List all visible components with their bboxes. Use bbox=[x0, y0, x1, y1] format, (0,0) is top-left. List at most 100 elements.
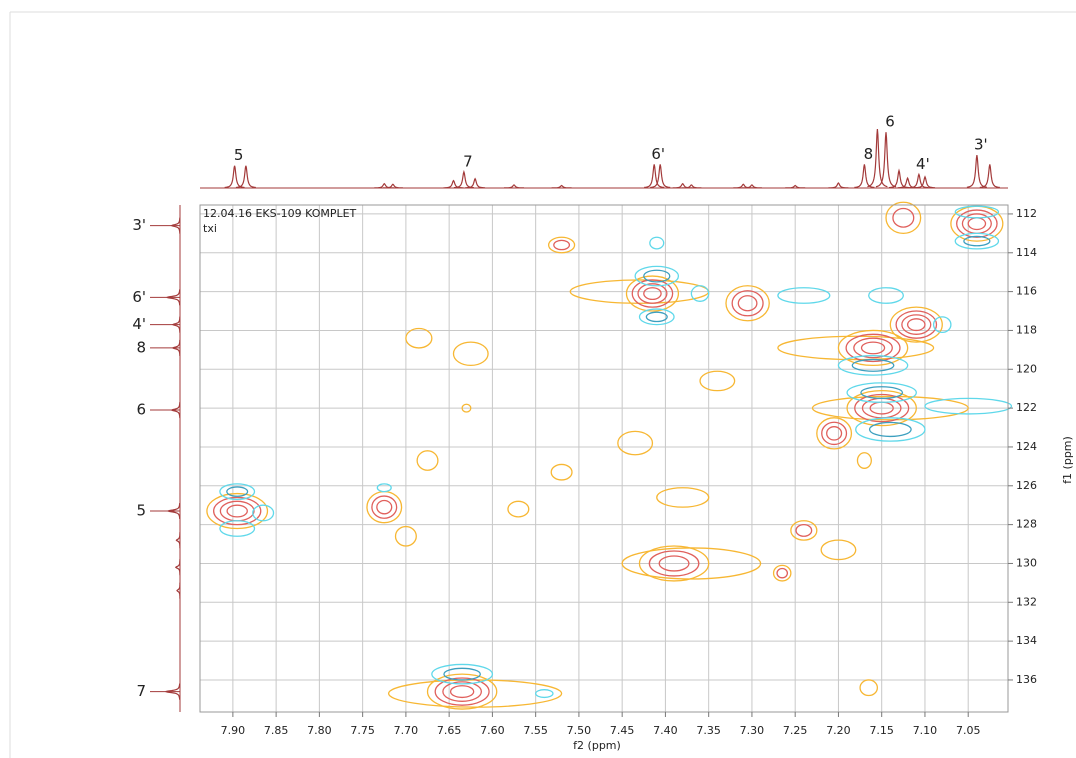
positive-contour bbox=[371, 495, 398, 519]
x-tick-label: 7.30 bbox=[740, 724, 765, 737]
negative-contour bbox=[226, 486, 249, 497]
projection-peak bbox=[908, 172, 929, 189]
positive-contour bbox=[790, 520, 818, 541]
positive-contour bbox=[856, 452, 872, 469]
negative-contour bbox=[855, 417, 926, 442]
projection-peak bbox=[741, 184, 762, 189]
negative-contour bbox=[860, 386, 904, 400]
negative-contour bbox=[851, 358, 895, 372]
projection-peak bbox=[504, 184, 524, 189]
negative-contour bbox=[777, 287, 831, 304]
y-tick-label: 136 bbox=[1016, 673, 1037, 686]
positive-contour bbox=[901, 314, 932, 335]
positive-contour bbox=[212, 496, 262, 526]
projection-peak bbox=[176, 582, 181, 599]
positive-contour bbox=[658, 555, 690, 572]
y-tick-label: 130 bbox=[1016, 556, 1037, 569]
x-tick-label: 7.50 bbox=[567, 724, 592, 737]
positive-contour bbox=[837, 329, 909, 367]
positive-contour bbox=[811, 395, 969, 421]
positive-contour bbox=[461, 403, 472, 413]
positive-contour bbox=[449, 685, 475, 699]
positive-contour bbox=[206, 492, 269, 530]
y-tick-label: 126 bbox=[1016, 479, 1037, 492]
positive-contour bbox=[846, 389, 917, 427]
positive-contour bbox=[776, 567, 789, 579]
x-tick-label: 7.85 bbox=[264, 724, 289, 737]
negative-contour bbox=[219, 483, 256, 501]
positive-contour bbox=[820, 539, 857, 561]
projection-peak bbox=[382, 183, 403, 189]
x-tick-label: 7.80 bbox=[307, 724, 332, 737]
x-tick-label: 7.90 bbox=[221, 724, 246, 737]
positive-contour bbox=[737, 295, 758, 312]
negative-contour bbox=[868, 287, 904, 304]
projection-peak bbox=[889, 168, 909, 189]
positive-contour bbox=[625, 275, 680, 312]
projection-peak bbox=[681, 184, 702, 189]
peak-label: 6' bbox=[651, 145, 665, 163]
negative-contour bbox=[837, 355, 909, 376]
y-tick-label: 122 bbox=[1016, 401, 1037, 414]
negative-contour bbox=[924, 397, 1013, 415]
x-tick-label: 7.20 bbox=[826, 724, 851, 737]
positive-contour bbox=[967, 217, 987, 231]
projection-peak bbox=[453, 169, 474, 189]
peak-label: 4' bbox=[916, 155, 930, 173]
negative-contour bbox=[645, 311, 668, 323]
negative-contour bbox=[376, 483, 392, 493]
plot-frame bbox=[199, 204, 1009, 713]
negative-contour bbox=[649, 236, 665, 250]
x-tick-label: 7.15 bbox=[869, 724, 894, 737]
y-tick-label: 112 bbox=[1016, 207, 1037, 220]
projection-peak bbox=[785, 184, 806, 189]
projection-peak bbox=[875, 132, 897, 188]
chart-title: 12.04.16 EKS-109 KOMPLET bbox=[203, 207, 357, 220]
chart-subtitle: txi bbox=[203, 222, 217, 235]
peak-label: 5 bbox=[136, 502, 146, 520]
positive-contour bbox=[226, 504, 248, 518]
projection-peak bbox=[374, 182, 395, 189]
positive-contour bbox=[699, 370, 736, 392]
x-tick-label: 7.45 bbox=[610, 724, 635, 737]
projection-peak bbox=[443, 179, 464, 189]
positive-contour bbox=[956, 209, 998, 238]
projection-peak bbox=[854, 164, 875, 189]
peak-label: 8 bbox=[864, 145, 874, 163]
negative-contour bbox=[690, 285, 710, 302]
negative-contour bbox=[443, 667, 481, 681]
positive-contour bbox=[631, 279, 674, 308]
y-tick-label: 118 bbox=[1016, 323, 1037, 336]
positive-contour bbox=[772, 564, 792, 582]
peak-label: 6 bbox=[136, 401, 146, 419]
x-tick-label: 7.05 bbox=[956, 724, 981, 737]
projection-peak bbox=[867, 129, 888, 188]
negative-contour bbox=[846, 382, 917, 403]
positive-contour bbox=[434, 677, 490, 706]
positive-contour bbox=[376, 499, 393, 515]
projection-peak bbox=[551, 184, 572, 189]
positive-contour bbox=[547, 236, 576, 254]
peak-label: 3' bbox=[974, 136, 988, 154]
y-tick-label: 120 bbox=[1016, 362, 1037, 375]
positive-contour bbox=[416, 450, 439, 471]
projection-peak bbox=[224, 165, 245, 189]
projection-peak bbox=[175, 532, 181, 549]
y-tick-label: 124 bbox=[1016, 440, 1037, 453]
positive-contour bbox=[637, 283, 668, 304]
positive-contour bbox=[821, 421, 848, 446]
projection-peak bbox=[174, 559, 181, 576]
projection-peak bbox=[897, 176, 918, 189]
x-tick-label: 7.55 bbox=[523, 724, 548, 737]
positive-contour bbox=[507, 500, 530, 518]
positive-contour bbox=[860, 341, 886, 355]
negative-contour bbox=[932, 316, 952, 334]
projection-peak bbox=[672, 182, 693, 189]
negative-contour bbox=[535, 689, 554, 699]
positive-contour bbox=[826, 426, 843, 441]
positive-contour bbox=[725, 285, 770, 322]
y-axis-label: f1 (ppm) bbox=[1061, 436, 1074, 484]
projection-peak bbox=[465, 177, 486, 189]
x-tick-label: 7.65 bbox=[437, 724, 462, 737]
